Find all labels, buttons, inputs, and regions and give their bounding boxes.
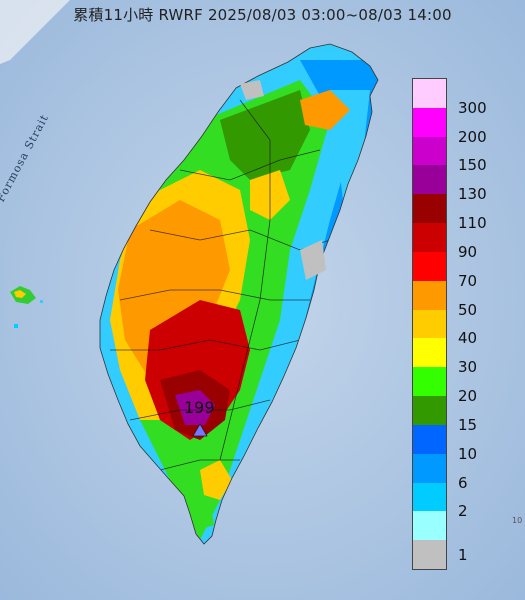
legend-swatch <box>413 251 446 282</box>
legend-label: 1 <box>458 545 468 564</box>
map-title: 累積11小時 RWRF 2025/08/03 03:00~08/03 14:00 <box>73 6 452 24</box>
legend-swatch <box>413 79 446 109</box>
penghu-rain <box>14 290 26 298</box>
legend-label: 40 <box>458 329 478 348</box>
offshore-rain-spot <box>14 324 18 328</box>
legend-swatch <box>413 424 446 455</box>
legend-label: 70 <box>458 271 478 290</box>
legend-label: 200 <box>458 127 487 146</box>
legend-swatch <box>413 338 446 368</box>
legend-label: 130 <box>458 185 487 204</box>
legend-swatch <box>413 453 446 484</box>
max-rainfall-label: 199 <box>184 398 215 417</box>
legend-label: 10 <box>458 444 478 463</box>
legend-swatch <box>413 396 446 426</box>
corner-mark: 10 <box>512 516 523 525</box>
legend-swatch <box>413 367 446 397</box>
legend-label: 300 <box>458 98 487 117</box>
legend-swatch <box>413 165 446 195</box>
legend-label: 15 <box>458 415 478 434</box>
mainland-coast <box>0 0 70 64</box>
rainfall-legend <box>412 78 447 570</box>
legend-label: 90 <box>458 242 478 261</box>
no-data-east <box>300 240 326 280</box>
max-rain-marker-icon <box>192 423 208 437</box>
legend-label: 6 <box>458 473 468 492</box>
legend-label: 2 <box>458 502 468 521</box>
legend-label: 110 <box>458 214 487 233</box>
legend-swatch <box>413 194 446 224</box>
legend-label: 50 <box>458 300 478 319</box>
legend-swatch <box>413 540 446 570</box>
no-data-north <box>240 80 264 100</box>
legend-swatch <box>413 309 446 339</box>
offshore-rain-spot <box>40 300 43 303</box>
legend-swatch <box>413 107 446 138</box>
legend-swatch <box>413 136 446 166</box>
legend-swatch <box>413 482 446 512</box>
legend-swatch <box>413 280 446 311</box>
legend-label: 150 <box>458 156 487 175</box>
legend-swatch <box>413 511 446 541</box>
legend-label: 30 <box>458 358 478 377</box>
taiwan-coastline <box>99 43 379 545</box>
legend-swatch <box>413 223 446 253</box>
legend-label: 20 <box>458 387 478 406</box>
